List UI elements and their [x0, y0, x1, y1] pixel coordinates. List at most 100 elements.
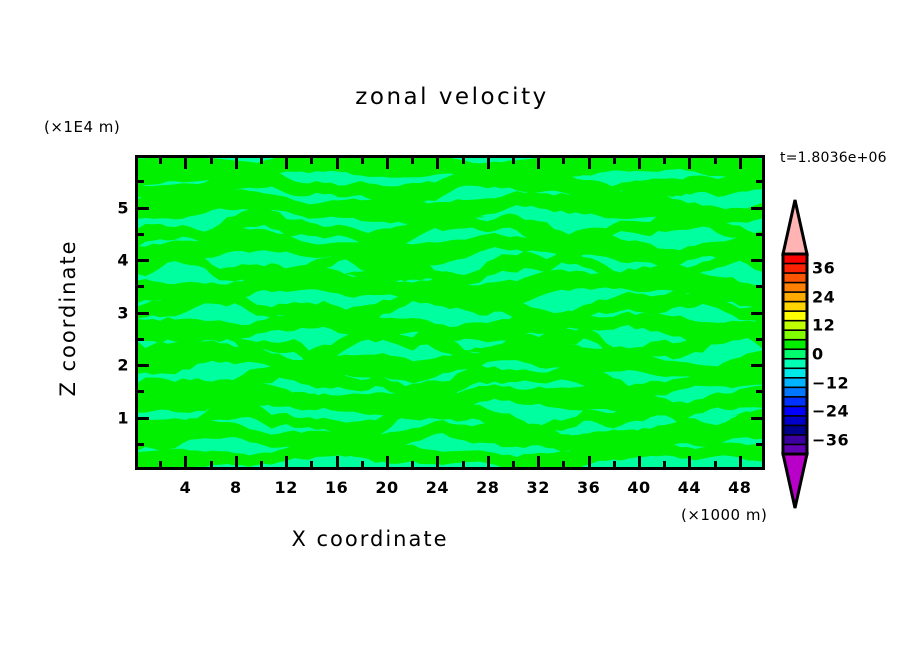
axis-tick-mark: [751, 416, 762, 420]
contour-band: [138, 185, 762, 228]
axis-tick-mark: [638, 456, 641, 467]
axis-tick-mark: [138, 364, 149, 367]
axis-tick-mark: [138, 259, 149, 262]
axis-tick-mark: [756, 285, 762, 289]
axis-tick-mark: [310, 461, 314, 467]
colorbar-band: [782, 396, 808, 408]
axis-tick-mark: [688, 456, 692, 467]
y-axis-title: Z coordinate: [56, 239, 80, 397]
axis-tick-mark: [184, 456, 188, 467]
axis-tick-mark: [260, 461, 263, 467]
contour-band: [138, 360, 762, 405]
contour-band: [138, 379, 762, 421]
axis-tick-mark: [756, 180, 762, 184]
page-title: zonal velocity: [355, 84, 549, 110]
y-tick-labels: 1 2 3 4 5: [95, 155, 129, 470]
time-stamp-annotation: t=1.8036e+06: [780, 150, 887, 166]
colorbar: [778, 196, 812, 512]
contour-plot-area: [135, 155, 765, 470]
axis-tick-mark: [234, 158, 238, 169]
colorbar-band: [782, 377, 808, 389]
x-tick-label: 16: [324, 478, 349, 497]
y-tick-label: 2: [117, 355, 129, 375]
axis-tick-mark: [138, 206, 149, 210]
x-tick-label: 4: [179, 478, 192, 497]
axis-tick-mark: [638, 158, 641, 169]
axis-tick-mark: [285, 456, 289, 467]
axis-tick-mark: [751, 311, 762, 315]
x-tick-label: 44: [677, 478, 702, 497]
colorbar-tick-label: 24: [812, 287, 836, 307]
contour-bands: [138, 158, 762, 467]
y-tick-label: 1: [117, 408, 129, 427]
colorbar-band: [782, 348, 808, 360]
x-tick-label: 20: [375, 478, 399, 497]
axis-tick-mark: [285, 158, 289, 169]
colorbar-band: [782, 434, 808, 446]
colorbar-band: [782, 319, 808, 332]
contour-band: [563, 429, 693, 445]
axis-tick-mark: [138, 337, 144, 341]
axis-tick-mark: [756, 390, 762, 394]
x-tick-labels: 4 8 12 16 20 24 28 32 36 40 44 48: [135, 478, 765, 500]
contour-band: [138, 264, 762, 308]
contour-band: [138, 399, 762, 442]
colorbar-band: [782, 300, 808, 313]
axis-tick-mark: [512, 158, 515, 164]
colorbar-band: [782, 281, 808, 294]
axis-tick-mark: [138, 180, 144, 184]
colorbar-over-arrow: [781, 199, 809, 256]
axis-tick-mark: [612, 461, 616, 467]
colorbar-band: [782, 329, 808, 341]
x-tick-label: 48: [728, 478, 752, 497]
axis-tick-mark: [756, 442, 762, 446]
axis-tick-mark: [713, 158, 717, 164]
x-axis-title: X coordinate: [291, 527, 449, 551]
axis-tick-mark: [411, 461, 415, 467]
axis-tick-mark: [260, 158, 263, 164]
axis-tick-mark: [360, 461, 364, 467]
axis-tick-mark: [587, 456, 591, 467]
axis-tick-mark: [234, 456, 238, 467]
axis-tick-mark: [738, 158, 742, 169]
x-tick-label: 8: [229, 478, 242, 497]
axis-tick-mark: [486, 158, 490, 169]
colorbar-tick-label: −12: [812, 373, 850, 393]
colorbar-scale: [781, 199, 809, 509]
axis-tick-mark: [138, 390, 144, 394]
colorbar-tick-labels: 36 24 12 0 −12 −24 −36: [812, 196, 872, 512]
axis-tick-mark: [411, 158, 415, 164]
axis-tick-mark: [562, 461, 566, 467]
colorbar-band: [782, 386, 808, 399]
contour-band: [227, 391, 346, 407]
axis-tick-mark: [436, 456, 440, 467]
axis-tick-mark: [512, 461, 515, 467]
contour-band: [138, 305, 762, 345]
contour-band: [138, 435, 762, 467]
colorbar-tick-label: −24: [812, 401, 850, 421]
contour-band: [346, 266, 455, 282]
axis-tick-mark: [138, 311, 149, 315]
colorbar-band: [782, 357, 808, 370]
contour-band: [138, 323, 762, 366]
colorbar-outline: [781, 252, 809, 456]
colorbar-band: [782, 338, 808, 351]
x-tick-label: 12: [274, 478, 298, 497]
x-tick-label: 32: [526, 478, 550, 497]
axis-tick-mark: [335, 456, 339, 467]
contour-band: [138, 158, 762, 187]
y-axis-unit-label: (×1E4 m): [44, 118, 121, 136]
x-tick-label: 36: [576, 478, 601, 497]
axis-tick-mark: [537, 456, 541, 467]
axis-tick-mark: [756, 232, 762, 236]
axis-tick-mark: [184, 158, 188, 169]
axis-tick-mark: [310, 158, 314, 164]
y-tick-label: 5: [117, 198, 129, 217]
colorbar-band: [782, 310, 808, 322]
axis-tick-mark: [386, 158, 389, 169]
axis-tick-mark: [138, 442, 144, 446]
axis-tick-mark: [159, 158, 163, 164]
contour-band: [692, 240, 762, 264]
axis-tick-mark: [587, 158, 591, 169]
colorbar-band: [782, 262, 808, 275]
